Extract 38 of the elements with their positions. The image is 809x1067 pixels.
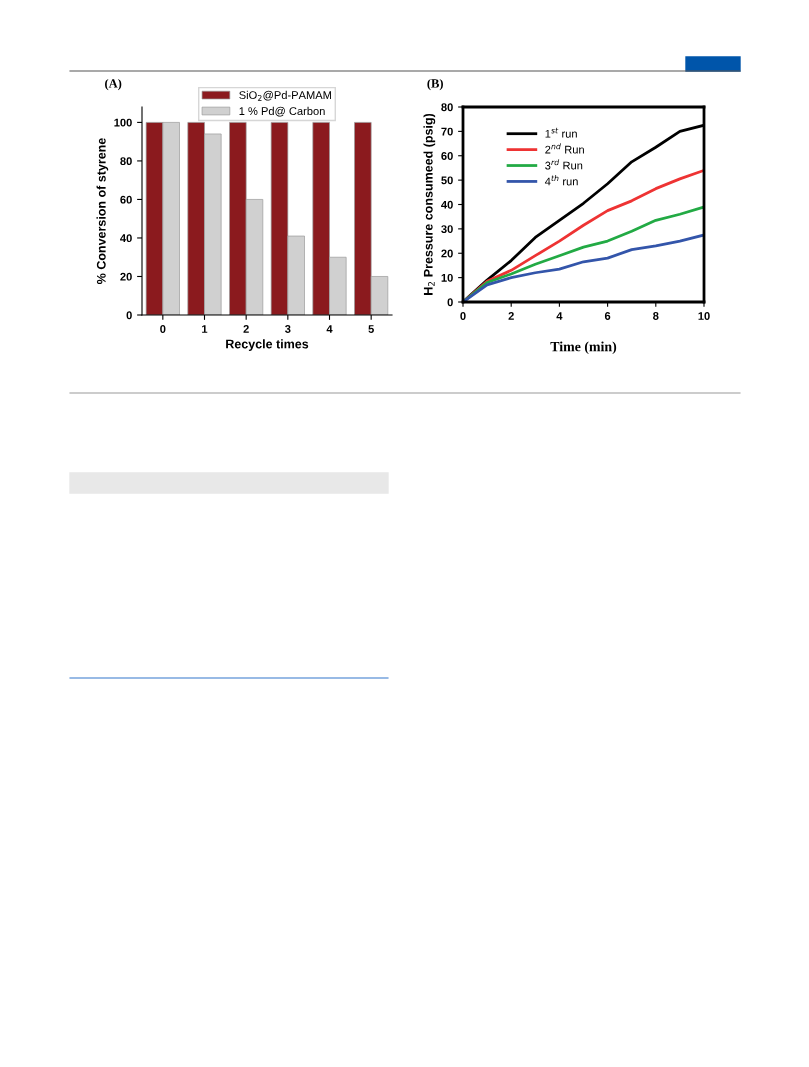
y-tick-label: 100 bbox=[114, 118, 132, 127]
y-axis-title: H$_{2}$ Pressure consumeed (psig) bbox=[423, 113, 436, 295]
y-tick-label: 40 bbox=[441, 200, 453, 209]
legend-label: 2$^{nd}$ Run bbox=[545, 143, 584, 154]
chart-title: (A) bbox=[105, 78, 122, 91]
y-tick-label: 10 bbox=[441, 273, 453, 282]
x-tick-label: 2 bbox=[243, 325, 249, 333]
x-axis-title: Recycle times bbox=[226, 339, 309, 351]
y-tick-label: 20 bbox=[120, 272, 132, 281]
y-tick-label: 0 bbox=[447, 298, 453, 307]
y-axis-title: % Conversion of styrene bbox=[96, 138, 109, 284]
legend-label: 4$^{th}$ run bbox=[544, 175, 578, 186]
y-tick-label: 50 bbox=[441, 176, 453, 185]
x-tick-label: 0 bbox=[460, 312, 466, 320]
x-tick-label: 4 bbox=[326, 325, 333, 333]
legend-label: 3$^{rd}$ Run bbox=[545, 159, 583, 170]
y-tick-label: 20 bbox=[441, 249, 453, 258]
y-tick-label: 60 bbox=[441, 152, 453, 160]
x-tick-label: 10 bbox=[698, 312, 710, 320]
x-tick-label: 8 bbox=[653, 312, 659, 320]
x-tick-label: 0 bbox=[160, 325, 166, 333]
x-tick-label: 4 bbox=[556, 312, 563, 320]
legend-label: SiO$_{2}$@Pd-PAMAM bbox=[239, 90, 332, 101]
y-tick-label: 80 bbox=[120, 157, 132, 166]
y-tick-label: 40 bbox=[120, 234, 132, 243]
x-tick-label: 5 bbox=[368, 325, 374, 333]
x-tick-label: 6 bbox=[604, 312, 611, 320]
x-tick-label: 1 bbox=[202, 325, 208, 333]
y-tick-label: 60 bbox=[120, 195, 132, 204]
chart-title: (B) bbox=[427, 78, 443, 91]
y-tick-label: 70 bbox=[441, 127, 453, 136]
legend-label: 1$^{st}$ run bbox=[545, 127, 577, 138]
x-tick-label: 2 bbox=[508, 312, 514, 320]
x-tick-label: 3 bbox=[285, 325, 291, 333]
legend-label: 1 % Pd@ Carbon bbox=[239, 106, 325, 117]
y-tick-label: 80 bbox=[441, 103, 453, 112]
y-tick-label: 30 bbox=[441, 225, 453, 234]
x-axis-title: Time (min) bbox=[550, 341, 617, 355]
